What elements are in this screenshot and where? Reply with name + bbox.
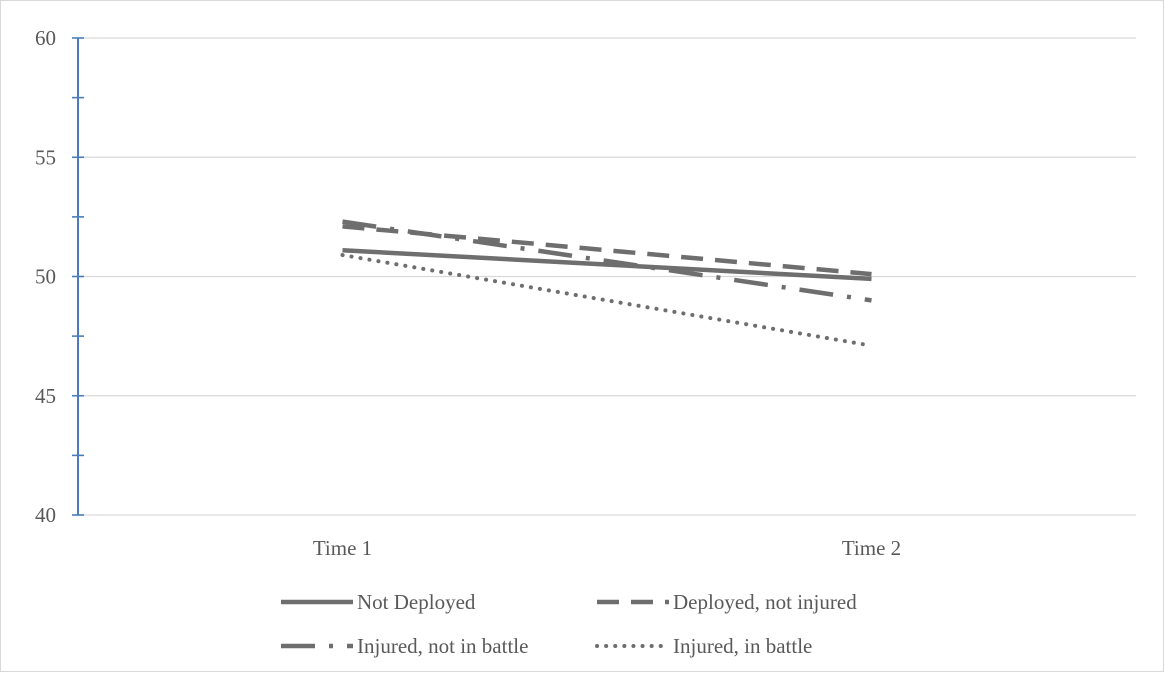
legend-label-1: Not Deployed (357, 590, 476, 614)
series-line-3 (342, 219, 872, 303)
y-tick-label: 40 (35, 503, 56, 527)
y-tick-label: 55 (35, 145, 56, 169)
series-lines (340, 219, 874, 348)
legend-label-3: Injured, not in battle (357, 634, 528, 658)
y-tick-label: 45 (35, 384, 56, 408)
axes (72, 37, 84, 516)
x-tick-label: Time 2 (842, 536, 901, 560)
x-tick-label: Time 1 (313, 536, 372, 560)
series-line-1 (342, 248, 872, 282)
series-line-4 (340, 253, 874, 348)
legend-label-4: Injured, in battle (673, 634, 812, 658)
y-tick-label: 50 (35, 265, 56, 289)
gridlines (78, 37, 1136, 516)
legend-label-2: Deployed, not injured (673, 590, 857, 614)
legend: Not Deployed Deployed, not injured Injured… (281, 590, 857, 658)
tick-labels: 40 45 50 55 60 Time 1 Time 2 (35, 26, 901, 560)
y-tick-label: 60 (35, 26, 56, 50)
